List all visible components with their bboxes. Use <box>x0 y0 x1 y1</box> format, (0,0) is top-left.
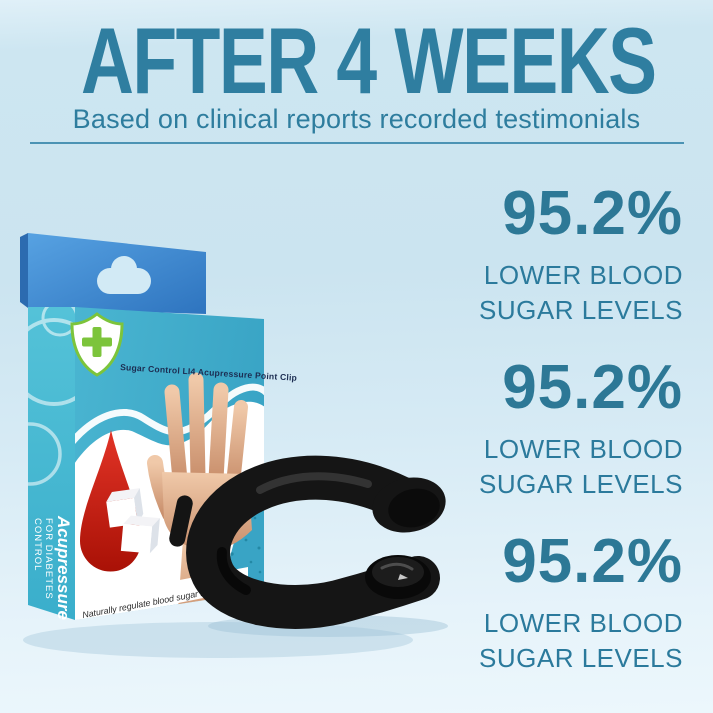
stat-value-3: 95.2% <box>502 527 683 596</box>
mini-clip-on-hand <box>169 495 193 547</box>
stat-label-3: LOWER BLOOD SUGAR LEVELS <box>479 608 683 674</box>
product-illustration: Acupressure FOR DIABETES CONTROL <box>20 233 448 658</box>
page-title: AFTER 4 WEEKS <box>81 8 657 113</box>
clip-roller <box>365 555 431 599</box>
shield-cross-icon <box>70 312 124 377</box>
box-side-subtitle-line2: CONTROL <box>32 518 43 571</box>
page-subtitle: Based on clinical reports recorded testi… <box>72 104 641 134</box>
stat-block-1: 95.2% LOWER BLOOD SUGAR LEVELS <box>363 183 683 328</box>
stat-block-3: 95.2% LOWER BLOOD SUGAR LEVELS <box>363 531 683 676</box>
box-hang-tab <box>20 233 206 314</box>
sugar-cubes-icon <box>106 488 160 554</box>
box-side-title: Acupressure <box>54 515 73 620</box>
stat-value-2: 95.2% <box>502 353 683 422</box>
box-spine: Acupressure FOR DIABETES CONTROL <box>28 307 75 620</box>
box-side-subtitle-line1: FOR DIABETES <box>43 518 54 600</box>
stat-value-1: 95.2% <box>502 179 683 248</box>
stat-block-2: 95.2% LOWER BLOOD SUGAR LEVELS <box>363 357 683 502</box>
stat-label-1: LOWER BLOOD SUGAR LEVELS <box>479 260 683 326</box>
hang-hole-icon <box>97 256 151 294</box>
box-shadow <box>23 622 413 658</box>
stat-label-2: LOWER BLOOD SUGAR LEVELS <box>479 434 683 500</box>
acupressure-clip-photo <box>186 455 448 637</box>
header: AFTER 4 WEEKS Based on clinical reports … <box>0 0 713 135</box>
header-divider <box>30 142 684 144</box>
